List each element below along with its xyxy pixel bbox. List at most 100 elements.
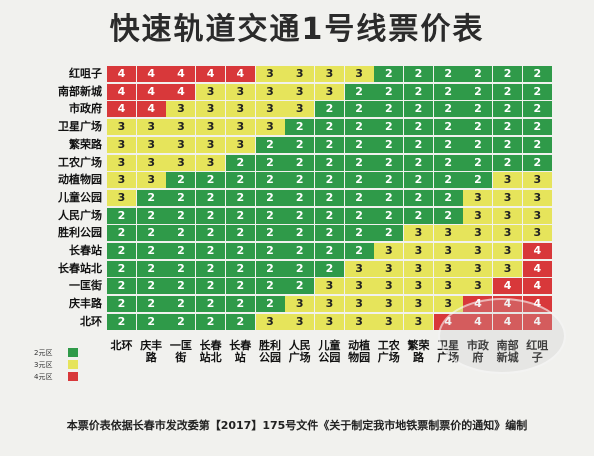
fare-cell: 2 [107, 313, 136, 330]
fare-cell: 2 [314, 189, 344, 206]
fare-cell: 3 [107, 119, 136, 136]
fare-cell: 2 [285, 189, 315, 206]
fare-cell: 2 [225, 172, 255, 189]
fare-cell: 3 [166, 154, 196, 171]
fare-cell: 2 [166, 313, 196, 330]
row-label-2: 市政府 [69, 102, 102, 116]
fare-cell: 3 [314, 278, 344, 295]
fare-cell: 2 [344, 101, 374, 118]
column-label-5: 胜利公园 [259, 339, 281, 364]
fare-cell: 3 [374, 278, 404, 295]
row-label-1: 南部新城 [58, 84, 102, 98]
fare-cell: 2 [314, 172, 344, 189]
fare-cell: 3 [196, 154, 226, 171]
fare-cell: 2 [404, 154, 433, 171]
column-label-4: 长春站 [229, 339, 252, 364]
fare-cell: 2 [285, 225, 315, 242]
fare-cell: 4 [493, 278, 523, 295]
column-label-8: 动植物园 [348, 339, 371, 364]
row-label-13: 庆丰路 [69, 297, 102, 311]
fare-cell: 3 [136, 172, 166, 189]
watermark-stamp [438, 298, 566, 374]
fare-cell: 3 [166, 101, 196, 118]
column-label-1: 庆丰路 [140, 339, 163, 364]
fare-cell: 4 [522, 243, 552, 259]
fare-cell: 2 [166, 278, 196, 295]
fare-cell: 3 [255, 101, 285, 118]
fare-cell: 3 [107, 172, 136, 189]
fare-cell: 3 [255, 313, 285, 330]
fare-cell: 2 [166, 243, 196, 259]
fare-cell: 3 [196, 101, 226, 118]
row-label-11: 长春站北 [58, 261, 102, 275]
fare-cell: 2 [196, 172, 226, 189]
fare-cell: 2 [374, 101, 404, 118]
fare-cell: 2 [285, 172, 315, 189]
fare-cell: 3 [374, 313, 404, 330]
fare-cell: 3 [196, 83, 226, 100]
legend-label-0: 2元区 [34, 349, 53, 357]
fare-cell: 2 [285, 119, 315, 136]
fare-cell: 2 [314, 243, 344, 259]
fare-cell: 4 [225, 66, 255, 82]
fare-cell: 2 [433, 207, 463, 224]
legend-label-2: 4元区 [34, 373, 53, 381]
fare-cell: 3 [285, 66, 315, 82]
fare-cell: 2 [107, 243, 136, 259]
fare-cell: 2 [314, 225, 344, 242]
fare-cell: 2 [404, 83, 433, 100]
fare-cell: 2 [493, 66, 523, 82]
fare-cell: 3 [136, 119, 166, 136]
fare-cell: 2 [225, 260, 255, 277]
fare-cell: 2 [255, 225, 285, 242]
fare-cell: 2 [136, 207, 166, 224]
fare-cell: 3 [433, 225, 463, 242]
fare-cell: 3 [255, 66, 285, 82]
legend-swatch-0 [68, 348, 78, 357]
fare-cell: 2 [374, 66, 404, 82]
fare-cell: 2 [374, 136, 404, 153]
fare-cell: 3 [404, 278, 433, 295]
fare-cell: 2 [255, 154, 285, 171]
fare-cell: 2 [433, 66, 463, 82]
column-label-7: 儿童公园 [318, 339, 341, 364]
fare-cell: 2 [404, 136, 433, 153]
fare-cell: 2 [136, 313, 166, 330]
fare-cell: 3 [285, 83, 315, 100]
fare-cell: 2 [493, 154, 523, 171]
fare-cell: 3 [493, 243, 523, 259]
fare-cell: 3 [433, 296, 463, 313]
fare-cell: 2 [522, 136, 552, 153]
fare-cell: 2 [285, 207, 315, 224]
fare-cell: 3 [225, 83, 255, 100]
fare-cell: 2 [196, 278, 226, 295]
row-label-4: 繁荣路 [69, 137, 102, 151]
fare-cell: 2 [196, 225, 226, 242]
fare-cell: 2 [314, 136, 344, 153]
fare-cell: 4 [522, 260, 552, 277]
fare-cell: 2 [344, 189, 374, 206]
column-label-3: 长春站北 [199, 339, 222, 364]
fare-cell: 3 [136, 154, 166, 171]
fare-cell: 2 [433, 119, 463, 136]
fare-cell: 3 [463, 243, 493, 259]
fare-cell: 2 [404, 172, 433, 189]
fare-cell: 2 [107, 225, 136, 242]
fare-cell: 2 [166, 172, 196, 189]
fare-cell: 2 [255, 278, 285, 295]
fare-cell: 3 [374, 243, 404, 259]
fare-cell: 2 [463, 83, 493, 100]
fare-cell: 2 [374, 119, 404, 136]
fare-cell: 3 [344, 278, 374, 295]
row-label-9: 胜利公园 [58, 226, 102, 240]
fare-cell: 3 [433, 243, 463, 259]
fare-cell: 3 [463, 225, 493, 242]
row-label-3: 卫星广场 [58, 120, 102, 134]
fare-cell: 3 [285, 313, 315, 330]
fare-cell: 4 [107, 83, 136, 100]
fare-cell: 2 [433, 154, 463, 171]
fare-cell: 2 [374, 172, 404, 189]
fare-cell: 2 [285, 154, 315, 171]
fare-cell: 3 [166, 136, 196, 153]
fare-cell: 2 [463, 136, 493, 153]
